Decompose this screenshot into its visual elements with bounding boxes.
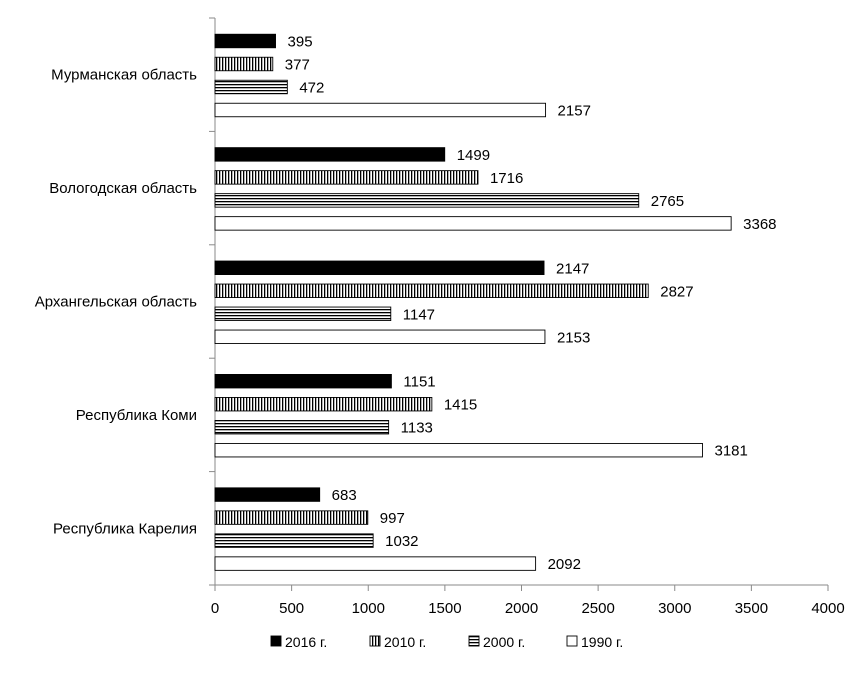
data-label: 472: [299, 80, 324, 97]
x-tick-label: 2500: [581, 600, 614, 617]
data-label: 1716: [490, 170, 523, 187]
legend-swatch: [468, 635, 480, 647]
bar: [214, 170, 479, 185]
bar: [214, 556, 537, 571]
bar: [214, 79, 288, 95]
legend-swatch: [566, 635, 578, 647]
y-category-label: Республика Карелия: [53, 520, 197, 537]
bar: [214, 306, 392, 321]
data-label: 2092: [548, 556, 581, 573]
data-label: 1133: [401, 420, 433, 437]
data-label: 1032: [385, 533, 418, 550]
data-label: 395: [288, 34, 313, 51]
x-tick-label: 3000: [658, 600, 691, 617]
y-category-label: Республика Коми: [76, 407, 197, 424]
y-category-label: Вологодская область: [49, 180, 197, 197]
legend-label: 1990 г.: [581, 634, 623, 650]
x-tick-label: 1000: [352, 600, 385, 617]
data-label: 2827: [660, 283, 693, 300]
bar: [214, 533, 374, 548]
bar: [214, 193, 640, 208]
data-label: 2157: [558, 103, 591, 120]
bar: [214, 56, 274, 72]
bar: [214, 260, 545, 275]
bar: [214, 33, 276, 49]
legend: 2016 г. 2010 г. 2000 г. 1990 г.: [270, 634, 623, 650]
bar: [214, 420, 390, 435]
bar: [214, 216, 732, 231]
data-label: 2153: [557, 329, 590, 346]
x-tick-label: 1500: [428, 600, 461, 617]
bar: [214, 329, 546, 344]
x-tick-label: 500: [279, 600, 304, 617]
x-tick-label: 3500: [735, 600, 768, 617]
legend-swatch: [369, 635, 381, 647]
y-category-label: Мурманская область: [51, 67, 197, 84]
x-tick-label: 4000: [811, 600, 844, 617]
legend-swatch: [270, 635, 282, 647]
legend-label: 2010 г.: [384, 634, 426, 650]
data-label: 3181: [714, 443, 747, 460]
data-label: 2147: [556, 260, 589, 277]
plot-area: 0 500 1000 1500 2000 2500 3000 3500 4000 Мурманск…: [35, 17, 845, 617]
x-tick-label: 0: [211, 600, 219, 617]
data-label: 1415: [444, 397, 477, 414]
legend-label: 2000 г.: [483, 634, 525, 650]
data-label: 1147: [403, 306, 435, 323]
data-label: 1499: [457, 147, 490, 164]
data-label: 683: [332, 487, 357, 504]
bar: [214, 487, 321, 502]
data-label: 377: [285, 57, 310, 74]
legend-label: 2016 г.: [285, 634, 327, 650]
bar: [214, 510, 369, 525]
data-label: 2765: [651, 193, 684, 210]
y-category-label: Архангельская область: [35, 294, 197, 311]
data-label: 3368: [743, 216, 776, 233]
bar: [214, 147, 446, 162]
data-label: 997: [380, 510, 405, 527]
bar: [214, 102, 547, 118]
bar: [214, 374, 392, 389]
data-label: 1151: [403, 374, 435, 391]
bar: [214, 397, 433, 412]
bar: [214, 443, 703, 458]
x-tick-label: 2000: [505, 600, 538, 617]
bar: [214, 283, 649, 298]
